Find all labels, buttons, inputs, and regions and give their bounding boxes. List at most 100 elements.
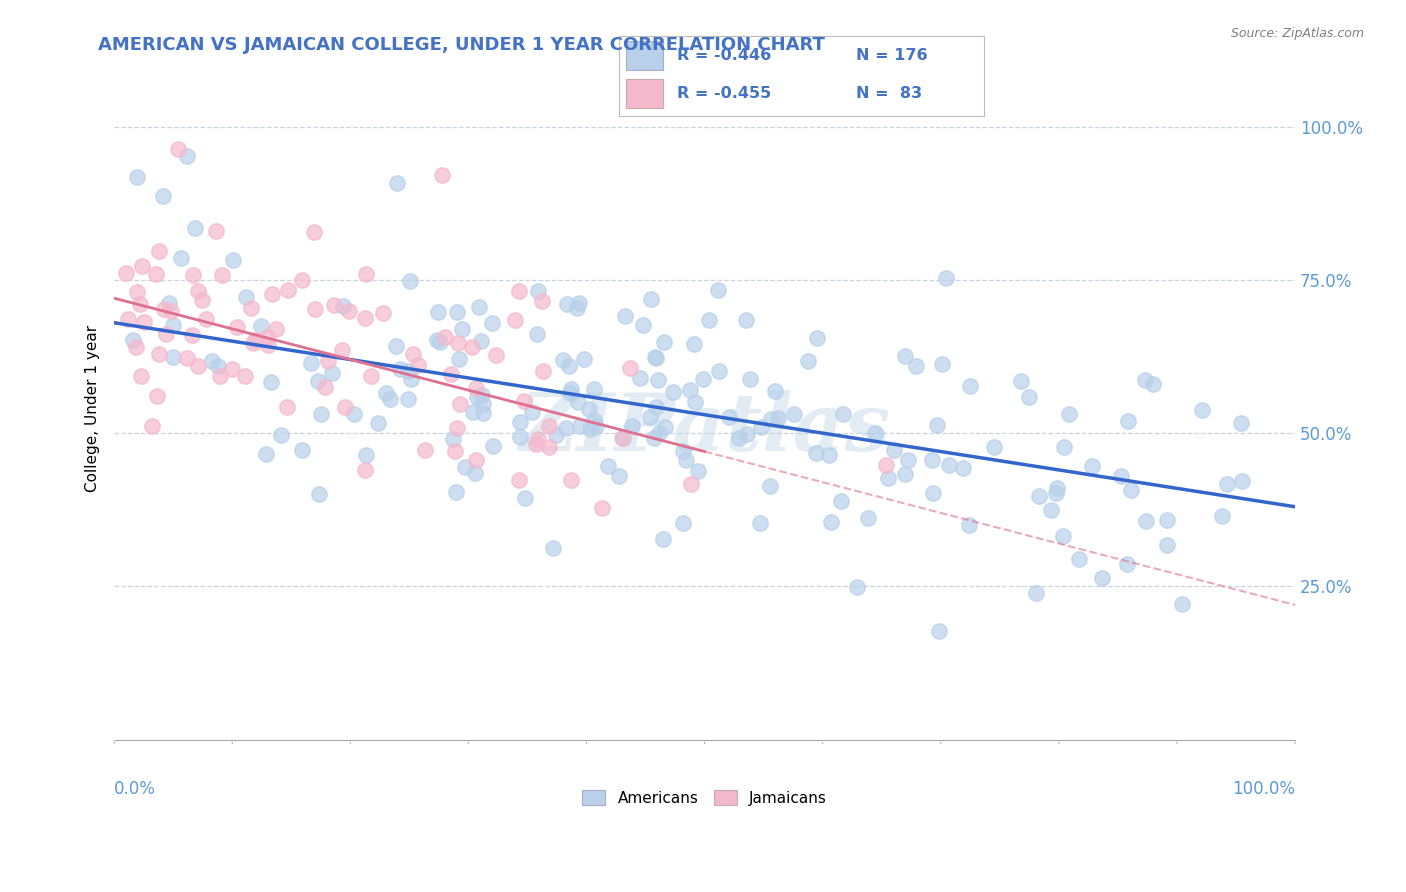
Point [322,298,344,312]
Text: Source: ZipAtlas.com: Source: ZipAtlas.com [1230,27,1364,40]
Point [396,392,419,406]
Point [157,295,180,310]
Point [579,422,602,436]
Point [531,293,554,308]
Point [360,369,382,384]
Point [465,390,488,404]
Point [257,338,280,352]
Point [585,419,607,434]
Point [935,271,957,285]
Point [226,319,249,334]
Point [260,375,283,389]
Point [876,471,898,485]
Point [952,461,974,475]
Point [1109,469,1132,483]
Point [1081,459,1104,474]
Point [481,316,503,330]
Text: ZIPatlas: ZIPatlas [519,390,890,467]
Point [430,168,453,182]
Point [620,418,643,433]
Point [1067,551,1090,566]
Point [406,358,429,372]
Point [1028,489,1050,503]
Point [299,356,322,370]
Point [503,313,526,327]
Point [302,225,325,239]
Point [444,443,467,458]
Point [707,283,730,297]
Point [569,419,592,434]
Point [235,290,257,304]
Point [485,348,508,362]
Point [413,443,436,458]
Point [1040,503,1063,517]
Point [560,473,582,487]
Point [264,322,287,336]
Point [335,400,357,414]
Point [191,293,214,308]
Point [614,309,637,323]
Point [738,372,761,386]
FancyBboxPatch shape [626,41,662,70]
Point [170,251,193,265]
Point [440,367,463,381]
Point [222,252,245,267]
Point [558,359,581,373]
Point [129,368,152,383]
Point [537,419,560,434]
Point [152,189,174,203]
Point [560,382,582,396]
Point [679,383,702,397]
Point [207,359,229,373]
Point [763,384,786,398]
Point [1011,374,1033,388]
Point [249,318,271,333]
Point [1135,514,1157,528]
Point [427,305,450,319]
Point [304,302,326,317]
Point [894,467,917,481]
Point [619,360,641,375]
Point [309,407,332,421]
Point [983,440,1005,454]
Point [446,421,468,435]
Point [508,473,530,487]
Point [373,306,395,320]
Point [401,372,423,386]
Point [863,426,886,441]
Point [526,285,548,299]
Legend: Americans, Jamaicans: Americans, Jamaicans [576,783,832,812]
Point [208,369,231,384]
Point [591,501,613,516]
Point [276,401,298,415]
Text: N =  83: N = 83 [856,86,922,101]
Point [1211,508,1233,523]
Text: N = 176: N = 176 [856,48,928,63]
Point [356,267,378,281]
Point [797,353,820,368]
Point [176,149,198,163]
Point [183,221,205,235]
Point [153,301,176,316]
Point [520,405,543,419]
Point [546,427,568,442]
Point [243,333,266,347]
Point [817,448,839,462]
Point [628,371,651,385]
Point [651,532,673,546]
Point [537,440,560,454]
Point [509,430,531,444]
Point [330,343,353,357]
Text: R = -0.455: R = -0.455 [678,86,772,101]
Point [682,336,704,351]
Point [675,453,697,467]
Point [205,225,228,239]
Point [465,453,488,467]
Point [155,327,177,342]
Point [572,352,595,367]
Point [429,334,451,349]
Point [928,624,950,638]
Point [1053,441,1076,455]
Point [114,266,136,280]
Point [671,443,693,458]
